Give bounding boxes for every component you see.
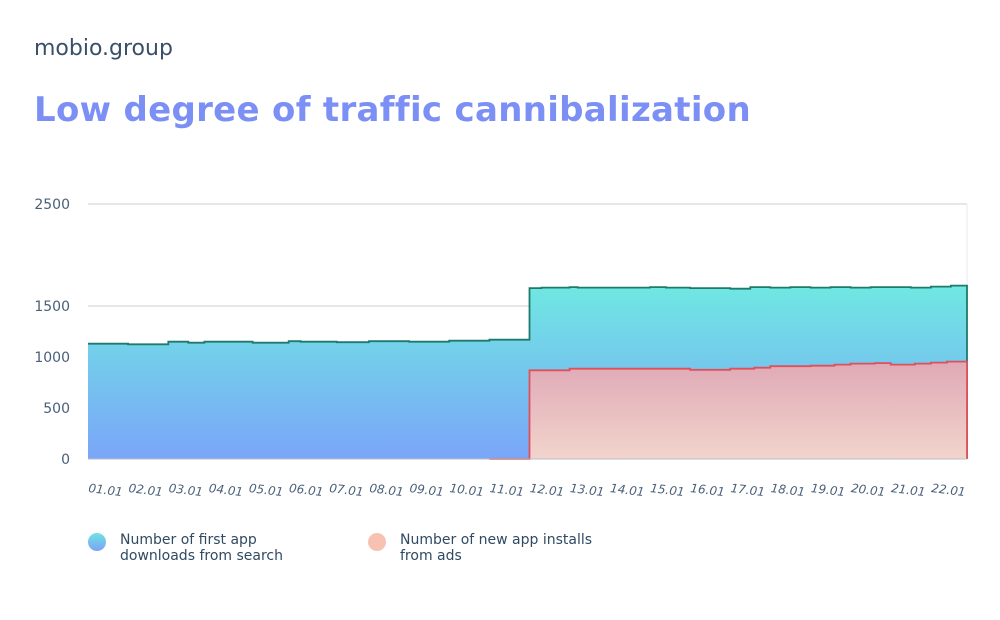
x-tick-label: 08.01 — [369, 481, 405, 499]
x-tick-label: 18.01 — [770, 481, 806, 499]
legend-label-ads: Number of new app installs from ads — [400, 532, 593, 564]
y-tick-label: 500 — [43, 401, 70, 417]
x-tick-label: 04.01 — [208, 481, 244, 499]
series-line-search — [88, 284, 968, 459]
x-tick-label: 19.01 — [810, 481, 846, 499]
x-tick-label: 07.01 — [328, 481, 364, 499]
y-tick-label: 0 — [61, 452, 70, 468]
x-tick-label: 17.01 — [730, 481, 766, 499]
x-tick-label: 10.01 — [449, 481, 485, 499]
x-tick-label: 11.01 — [489, 481, 525, 499]
brand-name: mobio.group — [34, 36, 173, 61]
x-tick-label: 12.01 — [529, 481, 565, 499]
chart-title: Low degree of traffic cannibalization — [34, 90, 751, 130]
x-tick-label: 02.01 — [128, 481, 164, 499]
legend-label-search: Number of first app downloads from searc… — [120, 532, 283, 564]
x-tick-label: 13.01 — [569, 481, 605, 499]
series-area-ads — [489, 361, 967, 459]
x-tick-label: 06.01 — [288, 481, 324, 499]
x-tick-label: 03.01 — [168, 481, 204, 499]
series-line-ads — [489, 360, 968, 460]
y-tick-label: 1500 — [34, 299, 70, 315]
x-axis: 01.01 02.01 03.01 04.01 05.01 06.01 07.01 08.01… — [88, 481, 967, 499]
x-tick-label: 01.01 — [88, 481, 124, 499]
y-axis: 0 500 1000 1500 2500 — [34, 197, 70, 468]
x-tick-label: 15.01 — [650, 481, 686, 499]
legend-item-search: Number of first app downloads from searc… — [88, 532, 320, 564]
y-tick-label: 1000 — [34, 350, 70, 366]
legend-swatch-search — [88, 533, 106, 551]
legend-item-ads: Number of new app installs from ads — [368, 532, 600, 564]
x-tick-label: 14.01 — [609, 481, 645, 499]
x-tick-label: 05.01 — [248, 481, 284, 499]
legend-swatch-ads — [368, 533, 386, 551]
x-tick-label: 21.01 — [890, 481, 926, 499]
x-tick-label: 20.01 — [850, 481, 886, 499]
x-tick-label: 16.01 — [690, 481, 726, 499]
y-tick-label: 2500 — [34, 197, 70, 213]
x-tick-label: 09.01 — [409, 481, 445, 499]
x-tick-label: 22.01 — [931, 481, 967, 499]
